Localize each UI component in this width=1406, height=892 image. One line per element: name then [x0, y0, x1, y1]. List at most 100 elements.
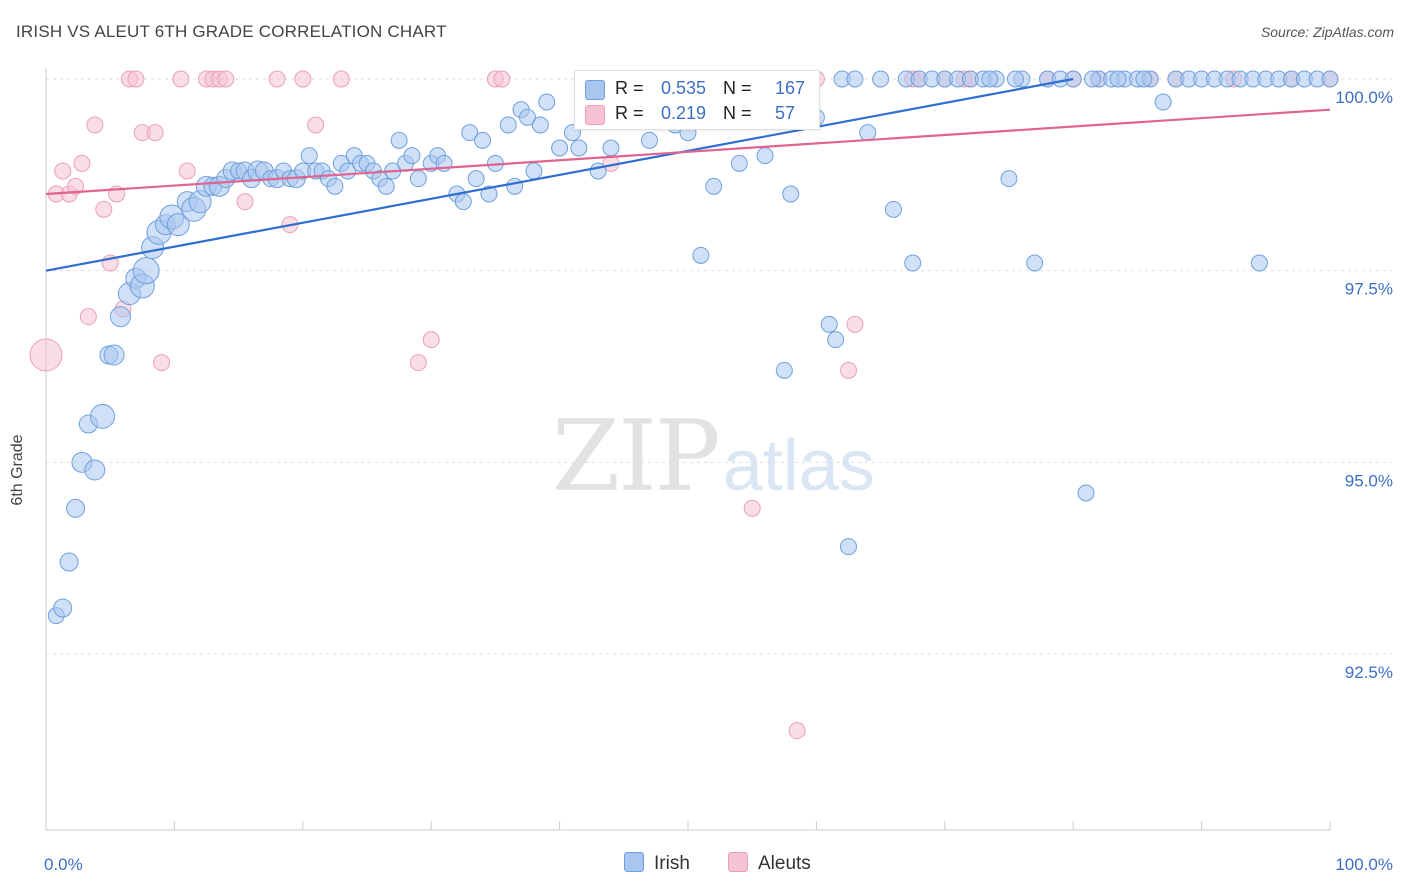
- irish-point: [326, 177, 344, 195]
- irish-point: [1000, 170, 1018, 188]
- aleut-point: [307, 116, 325, 134]
- aleut-point: [236, 193, 254, 211]
- y-tick-label: 97.5%: [1345, 280, 1393, 299]
- source-credit: Source: ZipAtlas.com: [1260, 24, 1394, 40]
- aleut-point: [178, 162, 196, 180]
- irish-point: [551, 139, 569, 157]
- aleut-point: [840, 361, 857, 379]
- irish-point: [570, 139, 588, 157]
- irish-point: [859, 124, 877, 142]
- chart-title: IRISH VS ALEUT 6TH GRADE CORRELATION CHA…: [16, 22, 447, 41]
- aleut-point: [332, 70, 350, 88]
- aleut-point: [67, 177, 85, 195]
- irish-point: [454, 193, 472, 211]
- r-value: 0.535: [661, 78, 707, 98]
- irish-point: [166, 213, 190, 237]
- aleut-point: [73, 154, 91, 172]
- irish-point: [872, 70, 890, 88]
- aleut-point: [146, 124, 164, 142]
- trend-layer: [45, 77, 1331, 272]
- legend-label-aleuts: Aleuts: [758, 853, 811, 874]
- irish-point: [981, 70, 999, 88]
- aleut-point: [846, 315, 864, 333]
- irish-point: [756, 147, 774, 165]
- aleut-legend-swatch: [728, 852, 748, 872]
- irish-point: [109, 306, 131, 328]
- irish-point: [377, 177, 395, 195]
- x-tick-label: 100.0%: [1335, 855, 1393, 874]
- aleut-point: [172, 70, 190, 88]
- irish-point: [132, 257, 160, 285]
- y-tick-label: 95.0%: [1345, 471, 1393, 490]
- irish-point: [827, 331, 845, 349]
- irish-point: [538, 93, 556, 111]
- irish-point: [589, 162, 607, 180]
- series-legend: Irish Aleuts: [0, 852, 1406, 878]
- irish-point: [467, 170, 485, 188]
- aleut-point: [54, 162, 72, 180]
- aleut-point: [743, 499, 761, 517]
- irish-point: [1077, 484, 1095, 502]
- n-label: N =: [723, 103, 752, 123]
- aleut-point: [79, 308, 97, 326]
- irish-point: [602, 139, 620, 157]
- irish-point: [1154, 93, 1172, 111]
- irish-point: [531, 116, 549, 134]
- irish-point: [1250, 254, 1268, 272]
- aleut-point: [95, 200, 113, 218]
- legend-item-aleuts[interactable]: Aleuts: [728, 852, 811, 875]
- legend-item-irish[interactable]: Irish: [624, 852, 690, 875]
- aleut-point: [29, 338, 63, 372]
- irish-point: [59, 552, 79, 572]
- irish-point: [103, 344, 125, 366]
- irish-point: [84, 459, 106, 481]
- irish-point: [409, 170, 427, 188]
- n-value: 57: [775, 103, 796, 123]
- irish-point: [519, 108, 536, 126]
- irish-point: [1026, 254, 1044, 272]
- irish-swatch: [585, 80, 605, 100]
- irish-point: [66, 498, 86, 518]
- irish-points: [47, 70, 1339, 625]
- y-tick-label: 92.5%: [1345, 663, 1393, 682]
- n-value: 167: [775, 78, 806, 98]
- irish-legend-swatch: [624, 852, 644, 872]
- aleut-point: [127, 70, 145, 88]
- r-label: R =: [615, 78, 644, 98]
- irish-point: [640, 131, 658, 149]
- irish-point: [775, 361, 793, 379]
- irish-point: [705, 177, 723, 195]
- irish-point: [53, 598, 73, 618]
- irish-point: [846, 70, 864, 88]
- irish-trend-line: [45, 77, 1074, 272]
- y-tick-label: 100.0%: [1335, 88, 1393, 107]
- aleut-point: [217, 70, 235, 88]
- tick-label-layer: 92.5% 95.0% 97.5% 100.0% 0.0% 100.0%: [44, 88, 1393, 874]
- irish-point: [474, 131, 492, 149]
- x-tick-label: 0.0%: [44, 855, 83, 874]
- irish-point: [730, 154, 748, 172]
- irish-point: [1135, 70, 1153, 88]
- irish-point: [506, 177, 524, 195]
- irish-point: [820, 315, 838, 333]
- axis-layer: [45, 68, 1331, 831]
- irish-point: [884, 200, 902, 218]
- stats-legend: R = 0.535 N = 167 R = 0.219 N = 57: [574, 70, 820, 130]
- irish-point: [904, 254, 922, 272]
- irish-point: [461, 124, 479, 142]
- aleut-point: [294, 70, 312, 88]
- irish-point: [1083, 70, 1101, 88]
- irish-point: [525, 162, 543, 180]
- aleut-point: [409, 354, 427, 372]
- irish-point: [390, 131, 408, 149]
- irish-point: [692, 246, 710, 264]
- irish-point: [1109, 70, 1127, 88]
- irish-point: [403, 147, 421, 165]
- irish-point: [840, 538, 857, 556]
- irish-point: [499, 116, 517, 134]
- irish-point: [1321, 70, 1339, 88]
- aleut-point: [268, 70, 286, 88]
- irish-point: [480, 185, 498, 203]
- aleut-point: [153, 354, 171, 372]
